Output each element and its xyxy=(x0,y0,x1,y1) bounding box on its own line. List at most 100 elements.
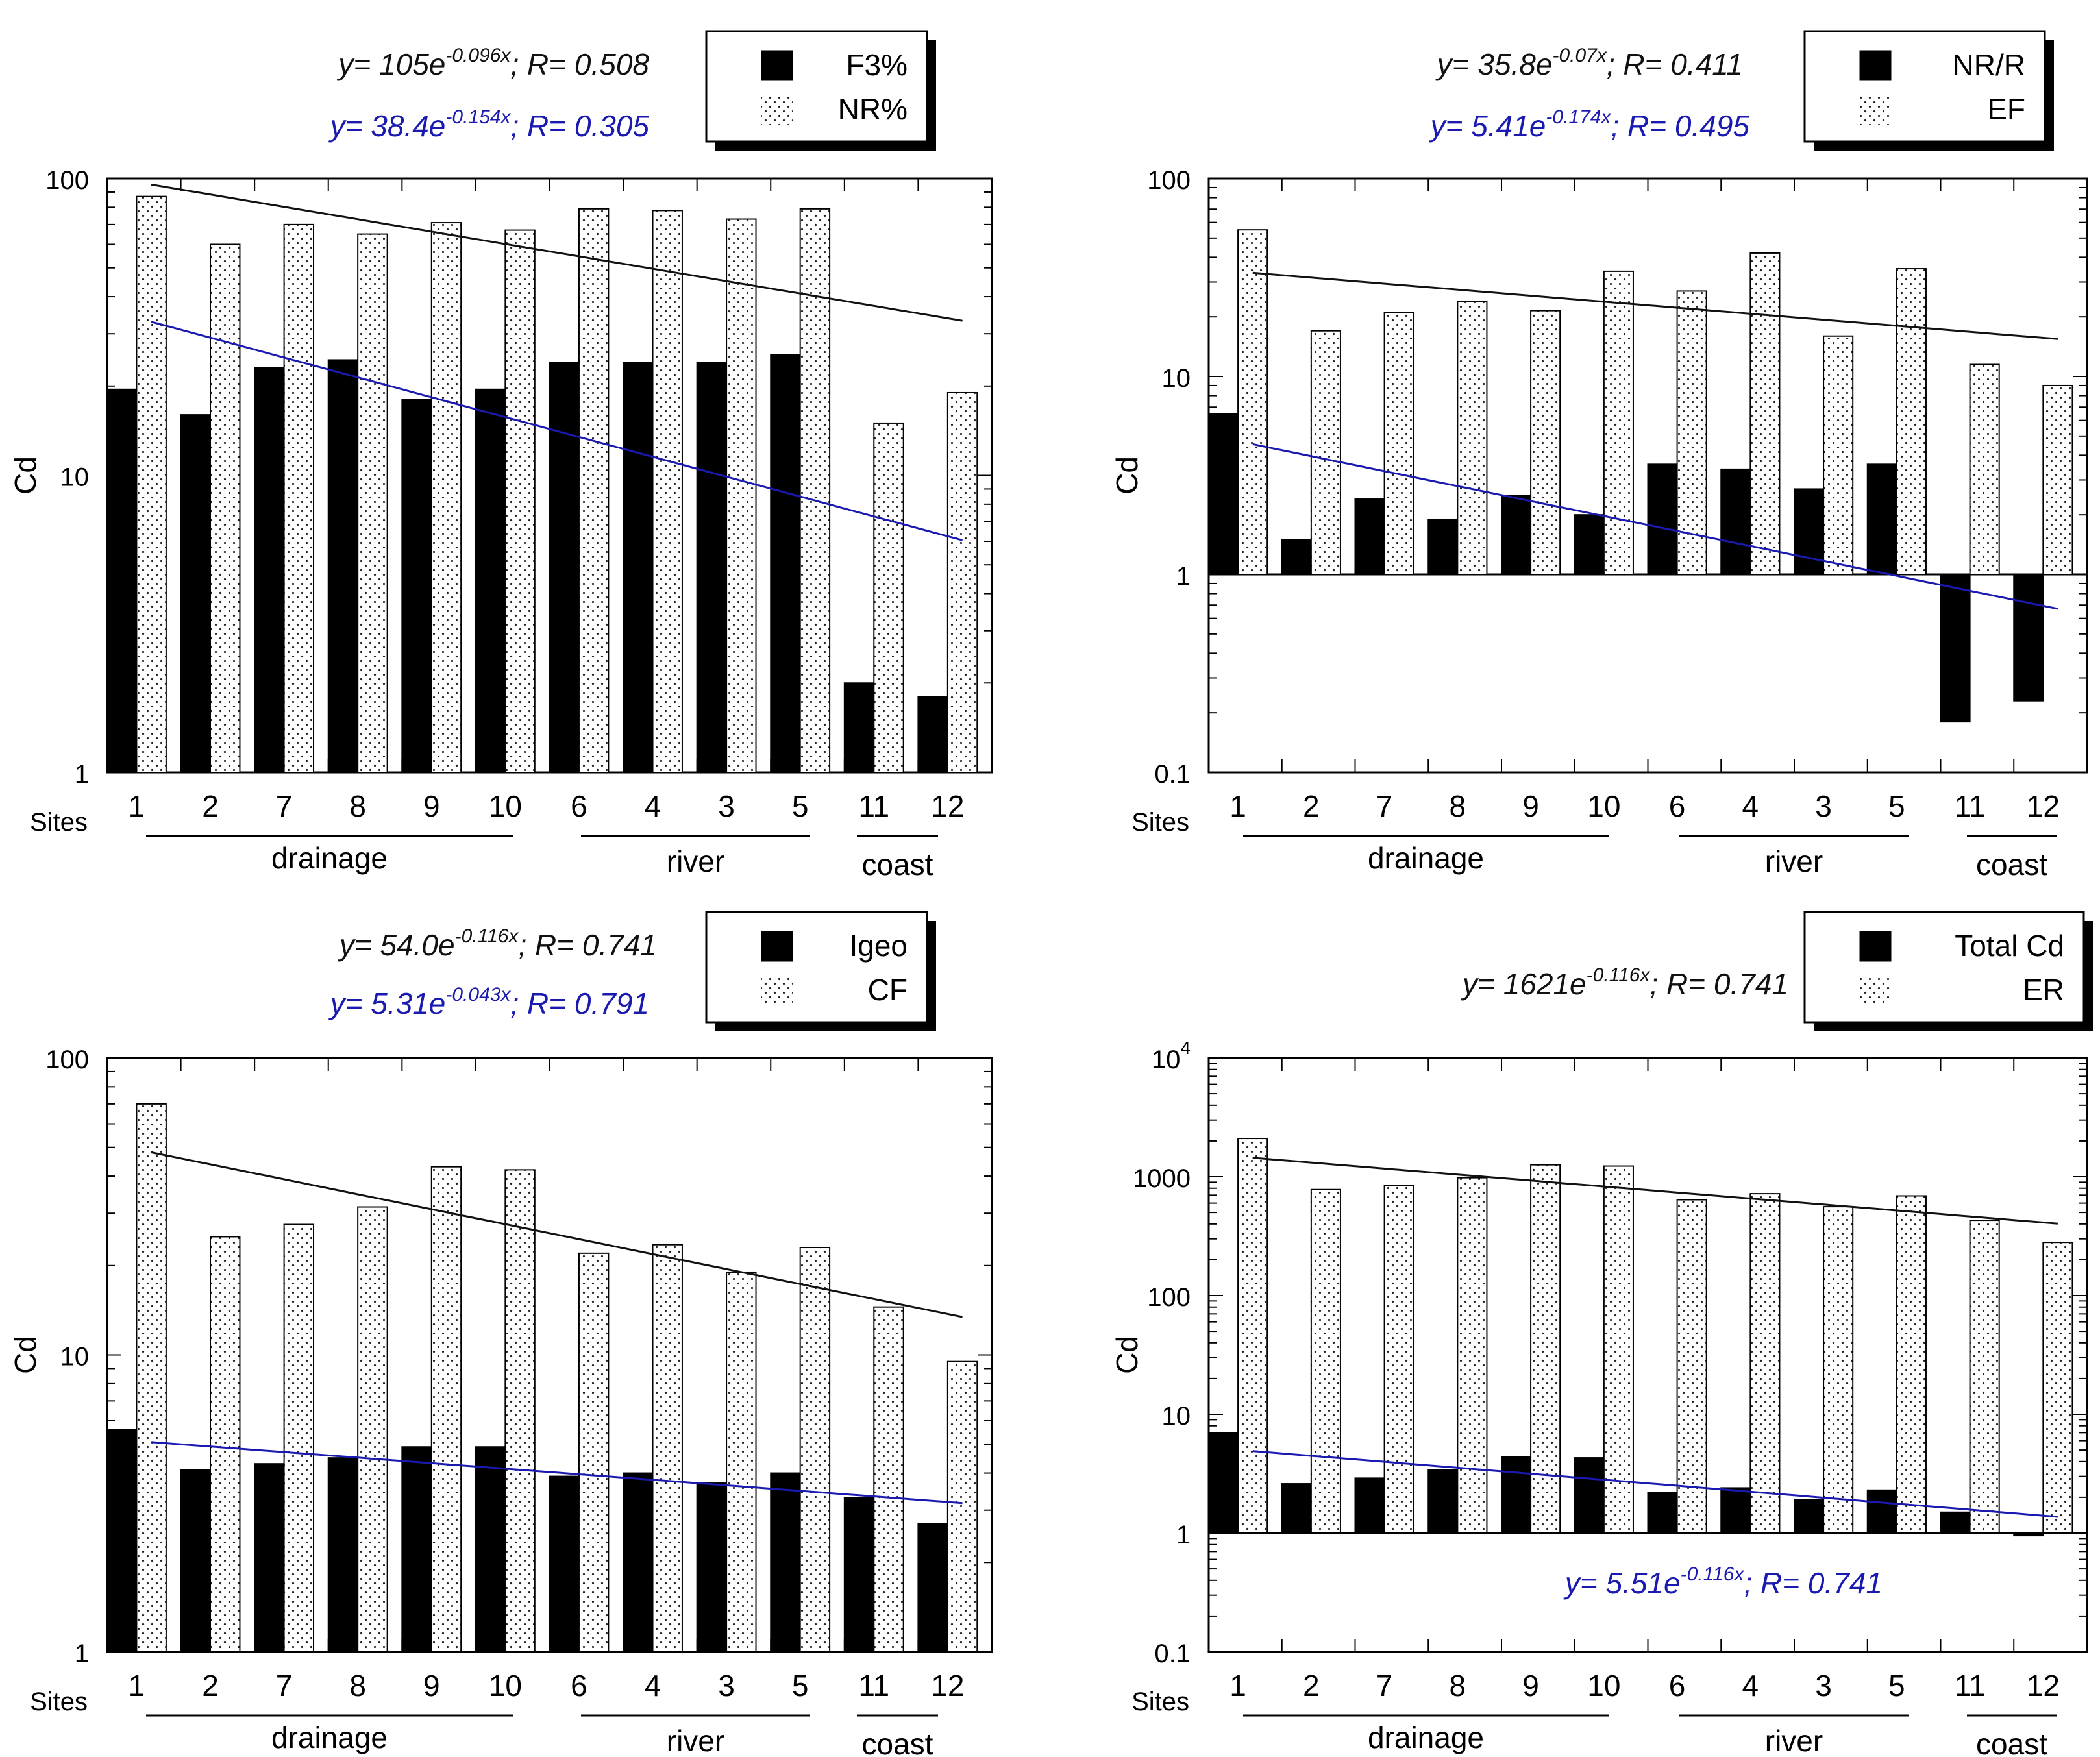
x-category-label: 11 xyxy=(858,789,889,823)
legend-label: CF xyxy=(868,973,908,1007)
equation-base: y= 5.31e xyxy=(328,987,446,1020)
trendline-black xyxy=(1252,271,2058,340)
y-tick-label: 104 xyxy=(1152,1038,1191,1074)
y-tick-label: 1 xyxy=(1176,562,1191,591)
bar-nr-r-site-12 xyxy=(2013,574,2044,702)
bar-ef-site-2 xyxy=(1310,330,1341,575)
bar-ef-site-8 xyxy=(1457,301,1488,575)
equation-r-value: ; R= 0.741 xyxy=(518,928,657,962)
y-tick-label: 0.1 xyxy=(1154,760,1191,789)
x-category-label: 1 xyxy=(1229,1669,1246,1702)
x-category-label: 4 xyxy=(1742,1669,1759,1702)
bar-f3--site-1 xyxy=(106,388,138,773)
equation-blue: y= 5.51e-0.116x; R= 0.741 xyxy=(1563,1564,1883,1600)
legend-swatch-dotted xyxy=(761,976,793,1005)
x-category-label: 5 xyxy=(792,1669,809,1702)
legend-label: F3% xyxy=(846,48,908,82)
legend-label: Igeo xyxy=(849,929,908,963)
equation-base: y= 38.4e xyxy=(328,109,446,143)
bar-igeo-site-6 xyxy=(549,1475,580,1653)
equation-blue: y= 5.41e-0.174x; R= 0.495 xyxy=(1429,106,1750,143)
equation-exponent: -0.116x xyxy=(455,926,519,947)
bar-f3--site-8 xyxy=(327,359,359,773)
bar-f3--site-6 xyxy=(549,362,580,773)
group-label-river: river xyxy=(1765,1724,1823,1757)
x-category-label: 3 xyxy=(1815,1669,1832,1702)
bar-ef-site-5 xyxy=(1896,268,1927,575)
equation-base: y= 1621e xyxy=(1461,967,1587,1001)
y-axis-title: Cd xyxy=(1110,456,1144,495)
bar-er-site-11 xyxy=(1969,1220,2000,1534)
bar-ef-site-3 xyxy=(1823,335,1854,575)
legend-box xyxy=(705,911,928,1024)
y-tick-label: 1 xyxy=(75,760,89,789)
trendline-blue xyxy=(151,1441,963,1505)
group-label-coast: coast xyxy=(1976,1727,2047,1757)
x-axis-title: Sites xyxy=(30,808,88,837)
y-tick-exponent: 4 xyxy=(1180,1038,1191,1058)
bar-er-site-12 xyxy=(2042,1242,2073,1534)
bar-total-cd-site-9 xyxy=(1501,1456,1532,1534)
x-axis-title: Sites xyxy=(30,1688,88,1716)
x-category-label: 7 xyxy=(276,1669,293,1702)
bar-ef-site-11 xyxy=(1969,363,2000,576)
bar-nr-r-site-5 xyxy=(1866,463,1897,576)
bar-nr-r-site-3 xyxy=(1794,488,1825,576)
bar-nr-r-site-7 xyxy=(1354,498,1385,576)
bar-igeo-site-1 xyxy=(106,1429,138,1653)
bar-er-site-5 xyxy=(1896,1195,1927,1534)
x-category-label: 1 xyxy=(1229,789,1246,823)
x-category-label: 2 xyxy=(1303,1669,1320,1702)
x-category-label: 8 xyxy=(349,789,366,823)
x-category-label: 11 xyxy=(858,1669,889,1702)
trendline-black xyxy=(151,183,963,322)
legend-swatch-dotted xyxy=(761,95,793,125)
bar-total-cd-site-1 xyxy=(1208,1432,1239,1534)
bar-ef-site-6 xyxy=(1676,290,1707,575)
bar-er-site-10 xyxy=(1603,1165,1634,1534)
bar-igeo-site-3 xyxy=(696,1482,728,1653)
legend-swatch-solid xyxy=(1859,931,1892,962)
bar-cf-site-4 xyxy=(652,1244,683,1653)
legend-label: EF xyxy=(1987,92,2025,126)
group-label-drainage: drainage xyxy=(1368,841,1484,875)
bar-total-cd-site-4 xyxy=(1720,1487,1751,1534)
legend-swatch-dotted xyxy=(1860,95,1891,125)
x-category-label: 9 xyxy=(423,1669,440,1702)
bar-f3--site-4 xyxy=(623,362,654,773)
equation-exponent: -0.07x xyxy=(1552,45,1607,66)
group-label-drainage: drainage xyxy=(271,1721,388,1754)
bar-nr--site-12 xyxy=(946,391,978,773)
bar-er-site-9 xyxy=(1530,1164,1561,1534)
bar-nr-r-site-9 xyxy=(1501,495,1532,575)
equation-base: y= 54.0e xyxy=(338,928,455,962)
y-tick-label: 1 xyxy=(1176,1521,1191,1549)
x-category-label: 9 xyxy=(423,789,440,823)
bar-nr--site-4 xyxy=(652,210,683,774)
bar-total-cd-site-7 xyxy=(1354,1477,1385,1534)
equation-r-value: ; R= 0.411 xyxy=(1607,47,1743,81)
x-category-label: 12 xyxy=(931,789,964,823)
bar-nr-r-site-2 xyxy=(1281,539,1312,576)
trendline-blue xyxy=(151,321,963,541)
equation-exponent: -0.043x xyxy=(445,984,511,1005)
x-category-label: 6 xyxy=(571,1669,587,1702)
trendline-black xyxy=(1252,1157,2058,1225)
legend-label: ER xyxy=(2023,973,2064,1007)
equation-exponent: -0.116x xyxy=(1681,1564,1745,1585)
x-category-label: 5 xyxy=(1888,1669,1905,1702)
x-category-label: 5 xyxy=(792,789,809,823)
equation-exponent: -0.096x xyxy=(445,45,511,66)
bar-igeo-site-10 xyxy=(475,1446,506,1653)
bar-igeo-site-7 xyxy=(254,1463,285,1653)
bar-nr-r-site-4 xyxy=(1720,468,1751,575)
y-tick-label: 100 xyxy=(1147,1283,1191,1312)
bar-nr-r-site-10 xyxy=(1574,514,1605,575)
x-category-label: 7 xyxy=(276,789,293,823)
x-category-label: 2 xyxy=(202,1669,219,1702)
bar-total-cd-site-11 xyxy=(1940,1511,1971,1534)
y-tick-label: 1000 xyxy=(1133,1164,1191,1193)
x-category-label: 3 xyxy=(1815,789,1832,823)
equation-black: y= 54.0e-0.116x; R= 0.741 xyxy=(338,926,657,962)
